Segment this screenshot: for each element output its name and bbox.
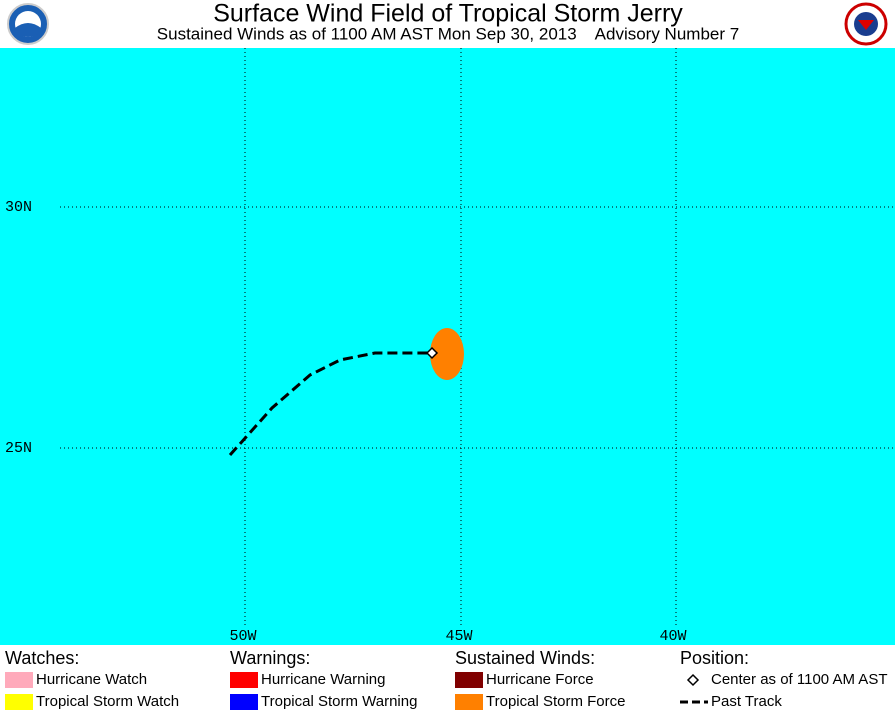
lon-label: 45W <box>445 628 472 645</box>
legend-heading: Watches: <box>5 648 79 668</box>
lat-label: 25N <box>5 440 32 457</box>
legend-heading: Position: <box>680 648 749 668</box>
swatch <box>5 694 33 710</box>
tropical-storm-force-wind-field <box>430 328 464 380</box>
swatch <box>455 694 483 710</box>
legend-item: Hurricane Force <box>486 671 594 688</box>
lat-label: 30N <box>5 199 32 216</box>
legend-item: Tropical Storm Force <box>486 693 625 710</box>
legend-heading: Sustained Winds: <box>455 648 595 668</box>
subtitle: Sustained Winds as of 1100 AM AST Mon Se… <box>157 24 739 43</box>
legend-heading: Warnings: <box>230 648 310 668</box>
swatch <box>5 672 33 688</box>
legend-item: Hurricane Watch <box>36 671 147 688</box>
lon-label: 50W <box>229 628 256 645</box>
legend-item: Tropical Storm Warning <box>261 693 417 710</box>
legend-item: Center as of 1100 AM AST <box>711 671 887 688</box>
swatch <box>230 694 258 710</box>
storm-center <box>425 346 439 360</box>
legend-item: Tropical Storm Watch <box>36 693 179 710</box>
lon-label: 40W <box>659 628 686 645</box>
center-icon <box>686 673 700 687</box>
swatch <box>455 672 483 688</box>
title: Surface Wind Field of Tropical Storm Jer… <box>213 0 683 28</box>
swatch <box>230 672 258 688</box>
legend-item: Past Track <box>711 693 782 710</box>
legend-item: Hurricane Warning <box>261 671 386 688</box>
noaa-logo <box>7 3 49 45</box>
past-track <box>228 351 432 456</box>
nws-logo <box>844 2 888 46</box>
